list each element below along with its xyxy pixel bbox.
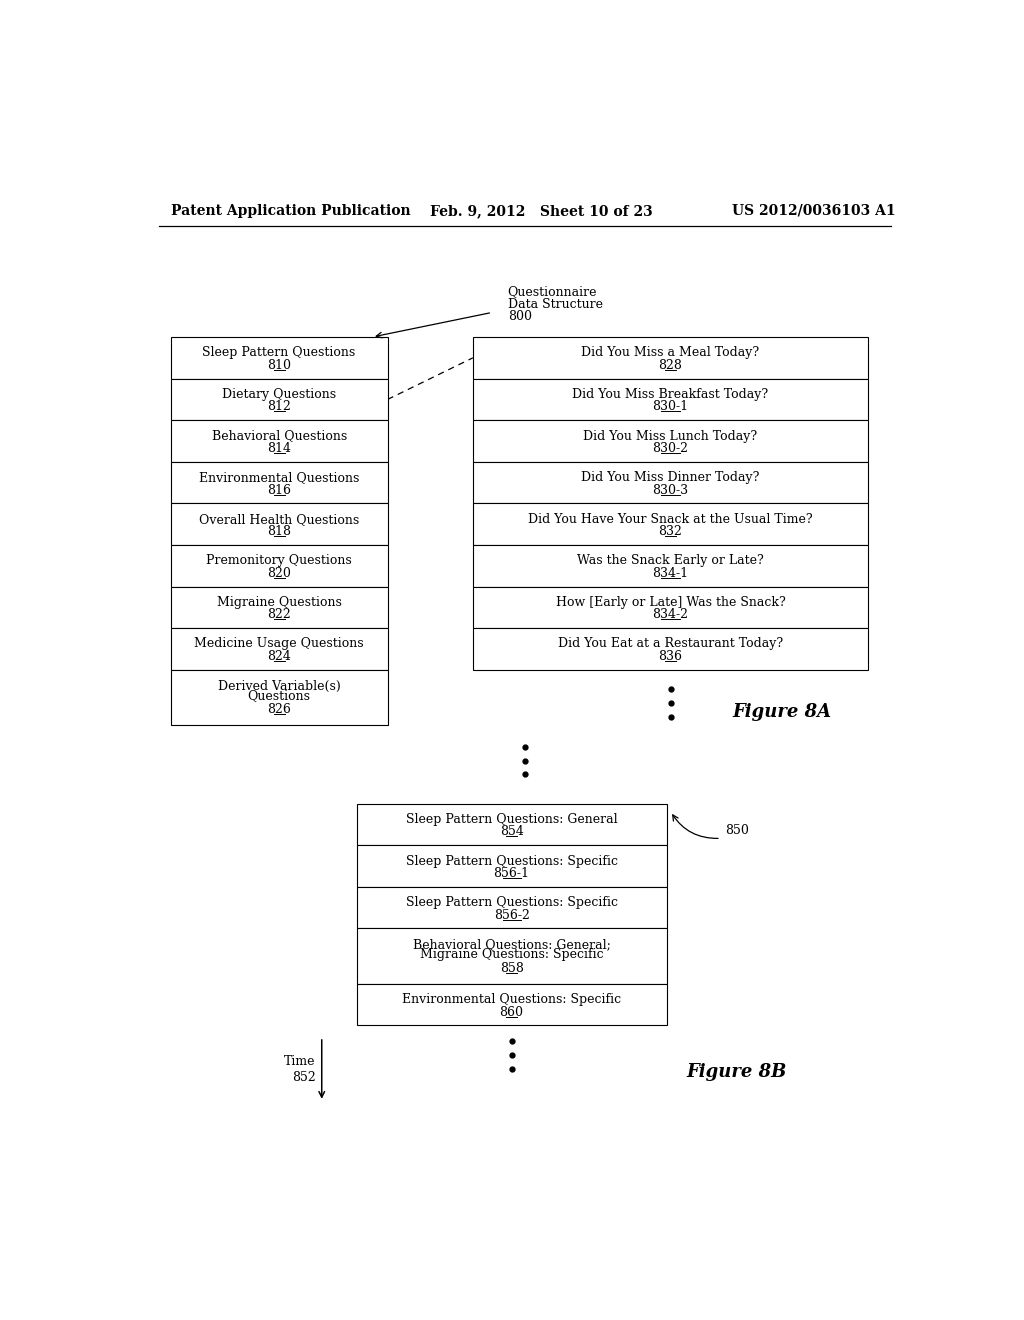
Bar xyxy=(171,545,388,586)
Text: 818: 818 xyxy=(267,525,291,539)
Text: 822: 822 xyxy=(267,609,291,622)
Text: 820: 820 xyxy=(267,566,291,579)
Text: 826: 826 xyxy=(267,704,291,715)
Text: Was the Snack Early or Late?: Was the Snack Early or Late? xyxy=(578,554,764,568)
Text: Dietary Questions: Dietary Questions xyxy=(222,388,336,401)
Text: 816: 816 xyxy=(267,483,291,496)
Bar xyxy=(171,628,388,669)
Text: 824: 824 xyxy=(267,649,291,663)
Text: Behavioral Questions: Behavioral Questions xyxy=(212,429,347,442)
Text: Did You Eat at a Restaurant Today?: Did You Eat at a Restaurant Today? xyxy=(558,638,783,651)
Text: Medicine Usage Questions: Medicine Usage Questions xyxy=(195,638,364,651)
Text: Figure 8B: Figure 8B xyxy=(686,1063,786,1081)
Text: Environmental Questions: Environmental Questions xyxy=(199,471,359,484)
Bar xyxy=(473,420,868,462)
Text: Patent Application Publication: Patent Application Publication xyxy=(171,203,411,218)
Text: 850: 850 xyxy=(725,824,749,837)
Bar xyxy=(473,503,868,545)
Bar xyxy=(473,462,868,503)
Text: Overall Health Questions: Overall Health Questions xyxy=(199,512,359,525)
Text: Migraine Questions: Specific: Migraine Questions: Specific xyxy=(420,948,603,961)
Text: Feb. 9, 2012   Sheet 10 of 23: Feb. 9, 2012 Sheet 10 of 23 xyxy=(430,203,653,218)
Bar xyxy=(356,845,667,887)
Bar xyxy=(356,804,667,845)
Text: Did You Miss Lunch Today?: Did You Miss Lunch Today? xyxy=(584,429,758,442)
Text: 810: 810 xyxy=(267,359,291,372)
Bar xyxy=(171,337,388,379)
Text: Did You Have Your Snack at the Usual Time?: Did You Have Your Snack at the Usual Tim… xyxy=(528,512,813,525)
Text: Sleep Pattern Questions: Specific: Sleep Pattern Questions: Specific xyxy=(406,854,617,867)
Text: 852: 852 xyxy=(292,1071,315,1084)
Text: 856-2: 856-2 xyxy=(494,908,529,921)
Text: 834-1: 834-1 xyxy=(652,566,688,579)
Bar xyxy=(171,379,388,420)
Bar xyxy=(473,628,868,669)
Text: 830-1: 830-1 xyxy=(652,400,688,413)
Text: 856-1: 856-1 xyxy=(494,867,529,880)
Text: 832: 832 xyxy=(658,525,682,539)
Text: Environmental Questions: Specific: Environmental Questions: Specific xyxy=(402,993,622,1006)
Text: Did You Miss Dinner Today?: Did You Miss Dinner Today? xyxy=(582,471,760,484)
Text: Behavioral Questions: General;: Behavioral Questions: General; xyxy=(413,939,610,952)
Text: 860: 860 xyxy=(500,1006,523,1019)
Text: Did You Miss Breakfast Today?: Did You Miss Breakfast Today? xyxy=(572,388,769,401)
Text: Derived Variable(s): Derived Variable(s) xyxy=(218,680,341,693)
Text: 836: 836 xyxy=(658,649,683,663)
Text: 830-2: 830-2 xyxy=(652,442,688,455)
Text: Data Structure: Data Structure xyxy=(508,298,603,310)
Text: Sleep Pattern Questions: Sleep Pattern Questions xyxy=(203,346,355,359)
Bar xyxy=(171,462,388,503)
Bar xyxy=(171,420,388,462)
Text: Sleep Pattern Questions: Specific: Sleep Pattern Questions: Specific xyxy=(406,896,617,909)
Text: 812: 812 xyxy=(267,400,291,413)
Text: 830-3: 830-3 xyxy=(652,483,688,496)
Bar xyxy=(473,545,868,586)
Bar xyxy=(356,887,667,928)
Text: Questionnaire: Questionnaire xyxy=(508,285,597,298)
Bar xyxy=(171,669,388,725)
Text: Premonitory Questions: Premonitory Questions xyxy=(206,554,352,568)
Text: 828: 828 xyxy=(658,359,682,372)
Text: 854: 854 xyxy=(500,825,523,838)
Text: How [Early or Late] Was the Snack?: How [Early or Late] Was the Snack? xyxy=(556,595,785,609)
Bar xyxy=(356,928,667,983)
Text: 814: 814 xyxy=(267,442,291,455)
Bar xyxy=(171,586,388,628)
Text: 834-2: 834-2 xyxy=(652,609,688,622)
Bar xyxy=(356,983,667,1026)
Text: Migraine Questions: Migraine Questions xyxy=(217,595,342,609)
Text: Time: Time xyxy=(284,1055,315,1068)
Bar xyxy=(473,586,868,628)
Text: US 2012/0036103 A1: US 2012/0036103 A1 xyxy=(732,203,896,218)
Text: Figure 8A: Figure 8A xyxy=(732,704,831,721)
Bar xyxy=(171,503,388,545)
Text: 858: 858 xyxy=(500,962,523,974)
Text: Questions: Questions xyxy=(248,689,310,702)
Text: Did You Miss a Meal Today?: Did You Miss a Meal Today? xyxy=(582,346,760,359)
Bar xyxy=(473,379,868,420)
Text: 800: 800 xyxy=(508,310,531,323)
Bar xyxy=(473,337,868,379)
Text: Sleep Pattern Questions: General: Sleep Pattern Questions: General xyxy=(406,813,617,826)
